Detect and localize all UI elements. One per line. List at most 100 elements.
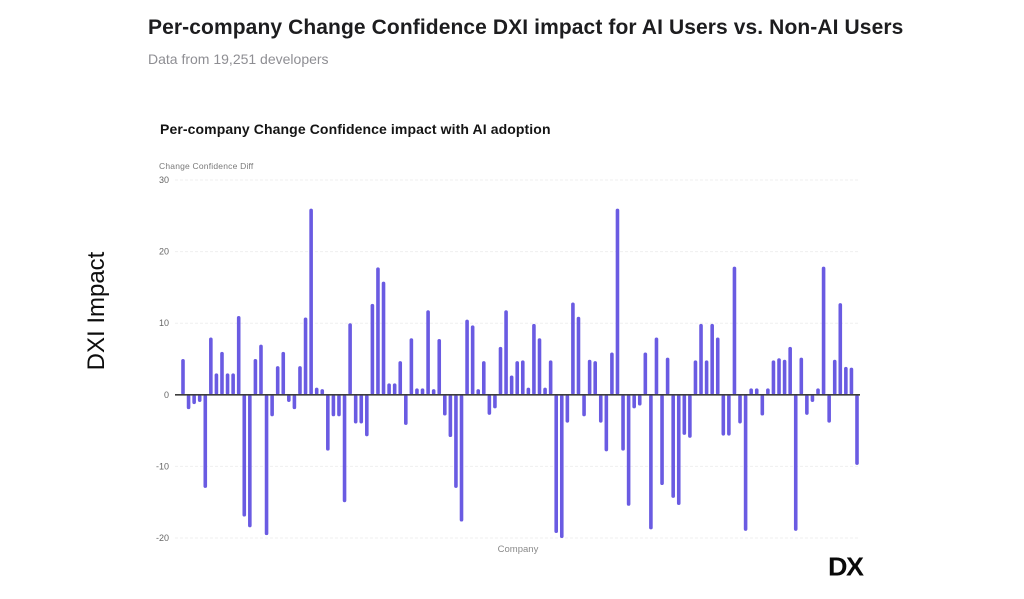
y-tick-label: 20 [159, 247, 169, 257]
bar [637, 394, 642, 406]
bar [281, 351, 286, 395]
bar [532, 323, 536, 395]
bar [754, 388, 759, 395]
bar [671, 394, 675, 498]
bar [777, 358, 781, 395]
bar [715, 337, 720, 395]
bar [192, 394, 196, 405]
y-axis-title: Change Confidence Diff [159, 161, 254, 171]
bar [197, 394, 202, 402]
bar [766, 388, 770, 395]
bar [816, 388, 820, 395]
bar [855, 394, 859, 465]
bar [353, 394, 358, 424]
bar [303, 317, 308, 395]
bar [610, 352, 614, 395]
bar [721, 394, 726, 436]
bar [409, 338, 414, 395]
bar [537, 338, 542, 395]
bar [626, 394, 631, 506]
bar [370, 303, 375, 395]
bar [548, 360, 553, 395]
bar [559, 394, 564, 538]
bar [520, 360, 525, 395]
bar [437, 338, 442, 395]
bar [543, 387, 547, 395]
bar [342, 394, 347, 503]
bar [426, 310, 430, 395]
bar [443, 394, 447, 416]
bar [738, 394, 742, 424]
dxi-impact-side-label: DXI Impact [82, 241, 112, 381]
bar [660, 394, 664, 486]
bar [264, 394, 269, 536]
bar [287, 394, 291, 402]
bar [743, 394, 748, 531]
bar [487, 394, 492, 415]
bar [699, 323, 703, 395]
bar [582, 394, 586, 417]
bar [838, 303, 843, 395]
bar [203, 394, 208, 488]
bar [309, 208, 313, 395]
bar [214, 373, 219, 395]
bar [571, 302, 575, 395]
bar [448, 394, 453, 438]
bar [604, 394, 609, 452]
bar-chart: 30 20 10 0 -10 -20 [156, 175, 860, 543]
bar [788, 346, 792, 395]
bar [359, 394, 364, 424]
bar [587, 359, 592, 395]
bar [688, 394, 692, 438]
bar [298, 366, 302, 395]
bar [693, 360, 698, 395]
bar [827, 394, 831, 423]
bar [710, 323, 714, 395]
bar [465, 319, 469, 395]
bar [704, 360, 709, 395]
bar [220, 351, 224, 395]
bar [275, 366, 280, 395]
bar [331, 394, 336, 417]
bar [760, 394, 765, 416]
bar [431, 389, 436, 395]
x-axis-label: Company [497, 544, 539, 555]
bar [292, 394, 297, 410]
y-tick-label: 30 [159, 175, 169, 185]
bar [320, 389, 325, 395]
bar [632, 394, 636, 409]
bar [242, 394, 247, 517]
bar [493, 394, 497, 409]
bar [337, 394, 341, 417]
bar [654, 337, 659, 395]
bar [598, 394, 603, 423]
bar [593, 361, 597, 395]
bar [665, 357, 670, 395]
bar [253, 359, 258, 395]
bar [749, 388, 753, 395]
bar [181, 359, 185, 395]
bar [649, 394, 653, 530]
bar [498, 346, 503, 395]
bar [392, 383, 397, 395]
bar [365, 394, 369, 437]
bar [476, 389, 481, 395]
dx-logo: DX [828, 552, 864, 582]
bar [459, 394, 464, 522]
bar [326, 394, 330, 451]
bar [844, 366, 848, 395]
bar [415, 388, 419, 395]
bar [810, 394, 815, 402]
y-tick-label: 0 [164, 390, 169, 400]
bar [805, 394, 809, 415]
bar [387, 383, 391, 395]
y-tick-label: -10 [156, 461, 169, 471]
bar [682, 394, 687, 435]
bar [225, 373, 230, 395]
bar [849, 367, 854, 395]
bar [404, 394, 408, 425]
bar [643, 352, 648, 395]
bar [454, 394, 458, 488]
bar [470, 325, 475, 395]
